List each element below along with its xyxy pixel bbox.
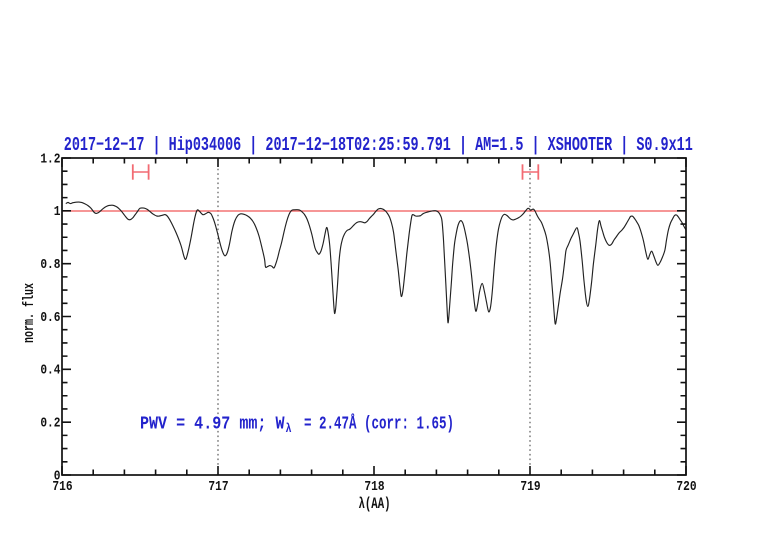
svg-text:720: 720 — [676, 479, 696, 494]
svg-text:1: 1 — [54, 204, 61, 219]
svg-text:0.4: 0.4 — [40, 363, 61, 378]
svg-text:719: 719 — [520, 479, 540, 494]
svg-text:0.2: 0.2 — [40, 416, 60, 431]
svg-text:0.8: 0.8 — [40, 257, 60, 272]
svg-text:2017−12−17 | Hip034006 | 2017−: 2017−12−17 | Hip034006 | 2017−12−18T02:2… — [64, 135, 693, 157]
svg-text:716: 716 — [52, 479, 72, 494]
svg-text:1.2: 1.2 — [40, 151, 60, 166]
svg-text:norm. flux: norm. flux — [21, 283, 37, 343]
svg-text:= 2.47Å (corr: 1.65): = 2.47Å (corr: 1.65) — [304, 412, 454, 434]
svg-text:0.6: 0.6 — [40, 310, 60, 325]
svg-text:717: 717 — [208, 479, 228, 494]
svg-text:PWV = 4.97 mm; W: PWV = 4.97 mm; W — [140, 412, 285, 434]
svg-text:0: 0 — [54, 468, 61, 483]
svg-text:λ(AA): λ(AA) — [359, 496, 391, 513]
svg-text:λ: λ — [286, 422, 292, 437]
svg-text:718: 718 — [364, 479, 384, 494]
